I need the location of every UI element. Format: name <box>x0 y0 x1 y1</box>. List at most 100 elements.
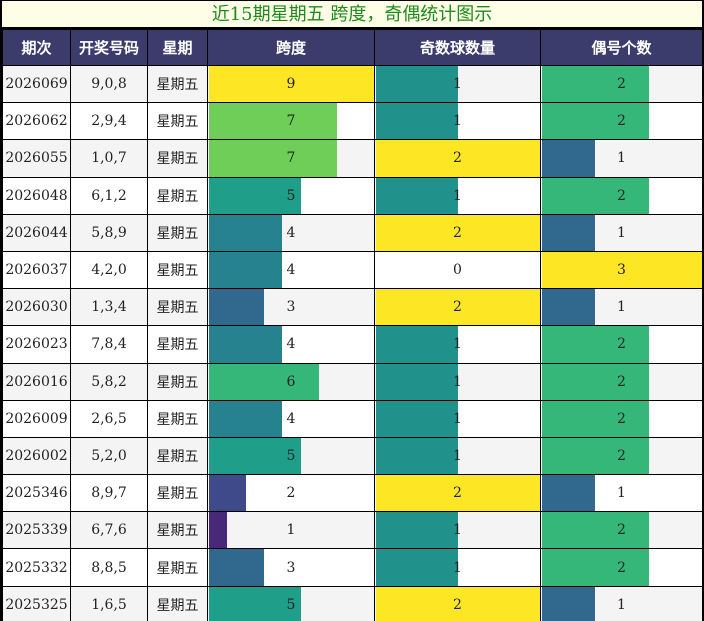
bar-value: 2 <box>453 596 462 613</box>
even-count-cell: 1 <box>540 474 703 513</box>
numbers-cell: 5,8,2 <box>70 362 148 401</box>
odd-count-cell: 1 <box>374 548 541 587</box>
data-bar <box>376 400 458 437</box>
numbers-cell: 1,0,7 <box>70 139 148 178</box>
weekday-cell: 星期五 <box>147 548 208 587</box>
data-bar <box>542 289 596 326</box>
data-bar <box>376 512 458 549</box>
data-bar <box>542 586 596 621</box>
span-cell: 5 <box>207 585 375 621</box>
odd-count-cell: 1 <box>374 399 541 438</box>
weekday-cell: 星期五 <box>147 399 208 438</box>
data-bar <box>542 66 649 103</box>
bar-value: 2 <box>617 113 626 130</box>
issue-cell: 2026048 <box>2 176 71 215</box>
span-cell: 7 <box>207 102 375 141</box>
table-row: 2026048 6,1,2 星期五 5 1 2 <box>2 176 703 215</box>
bar-value: 4 <box>286 336 296 353</box>
header-row: 期次 开奖号码 星期 跨度 奇数球数量 偶号个数 <box>2 29 703 66</box>
weekday-cell: 星期五 <box>147 325 208 364</box>
odd-count-cell: 1 <box>374 176 541 215</box>
issue-cell: 2026069 <box>2 64 71 104</box>
data-bar <box>542 512 649 549</box>
numbers-cell: 4,2,0 <box>70 250 148 290</box>
odd-count-cell: 1 <box>374 325 541 364</box>
odd-count-cell: 0 <box>374 250 541 290</box>
bar-value: 3 <box>286 559 296 576</box>
odd-count-cell: 1 <box>374 436 541 476</box>
bar-value: 3 <box>617 262 626 279</box>
header-numbers: 开奖号码 <box>70 29 148 66</box>
even-count-cell: 1 <box>540 213 703 252</box>
numbers-cell: 7,8,4 <box>70 325 148 364</box>
even-count-cell: 2 <box>540 64 703 104</box>
issue-cell: 2025332 <box>2 548 71 587</box>
numbers-cell: 1,6,5 <box>70 585 148 621</box>
numbers-cell: 6,7,6 <box>70 511 148 550</box>
weekday-cell: 星期五 <box>147 511 208 550</box>
data-bar <box>209 549 264 586</box>
issue-cell: 2026002 <box>2 436 71 476</box>
numbers-cell: 2,6,5 <box>70 399 148 438</box>
table-row: 2026030 1,3,4 星期五 3 2 1 <box>2 288 703 327</box>
table-row: 2026069 9,0,8 星期五 9 1 2 <box>2 64 703 104</box>
data-bar <box>209 437 301 475</box>
bar-value: 7 <box>286 113 296 130</box>
odd-count-cell: 2 <box>374 288 541 327</box>
bar-value: 5 <box>286 187 296 204</box>
data-bar <box>209 586 301 621</box>
bar-value: 1 <box>617 224 626 241</box>
table-row: 2025346 8,9,7 星期五 2 2 1 <box>2 474 703 513</box>
issue-cell: 2025325 <box>2 585 71 621</box>
data-bar <box>376 586 540 621</box>
issue-cell: 2026009 <box>2 399 71 438</box>
data-bar <box>542 214 596 251</box>
even-count-cell: 2 <box>540 511 703 550</box>
bar-value: 4 <box>286 410 296 427</box>
table-row: 2025339 6,7,6 星期五 1 1 2 <box>2 511 703 550</box>
table-row: 2025332 8,8,5 星期五 3 1 2 <box>2 548 703 587</box>
numbers-cell: 2,9,4 <box>70 102 148 141</box>
bar-value: 4 <box>286 262 296 279</box>
bar-value: 2 <box>453 150 462 167</box>
bar-value: 2 <box>617 187 626 204</box>
header-span: 跨度 <box>207 29 375 66</box>
odd-count-cell: 2 <box>374 585 541 621</box>
bar-value: 1 <box>617 596 626 613</box>
issue-cell: 2026044 <box>2 213 71 252</box>
bar-value: 7 <box>286 150 296 167</box>
bar-value: 1 <box>453 373 462 390</box>
numbers-cell: 1,3,4 <box>70 288 148 327</box>
issue-cell: 2025346 <box>2 474 71 513</box>
bar-value: 2 <box>617 76 626 93</box>
data-bar <box>376 140 540 177</box>
bar-value: 4 <box>286 224 296 241</box>
bar-value: 2 <box>453 224 462 241</box>
weekday-cell: 星期五 <box>147 288 208 327</box>
even-count-cell: 2 <box>540 325 703 364</box>
bar-value: 2 <box>617 336 626 353</box>
data-bar <box>542 251 702 289</box>
span-cell: 2 <box>207 474 375 513</box>
data-bar <box>376 177 458 214</box>
odd-count-cell: 1 <box>374 511 541 550</box>
table-row: 2025325 1,6,5 星期五 5 2 1 <box>2 585 703 621</box>
numbers-cell: 5,2,0 <box>70 436 148 476</box>
weekday-cell: 星期五 <box>147 474 208 513</box>
bar-value: 2 <box>617 373 626 390</box>
even-count-cell: 2 <box>540 362 703 401</box>
even-count-cell: 2 <box>540 436 703 476</box>
bar-value: 3 <box>286 299 296 316</box>
issue-cell: 2026037 <box>2 250 71 290</box>
table-row: 2026023 7,8,4 星期五 4 1 2 <box>2 325 703 364</box>
data-bar <box>376 326 458 363</box>
span-cell: 4 <box>207 325 375 364</box>
span-cell: 3 <box>207 548 375 587</box>
weekday-cell: 星期五 <box>147 102 208 141</box>
odd-count-cell: 2 <box>374 213 541 252</box>
numbers-cell: 6,1,2 <box>70 176 148 215</box>
data-bar <box>376 214 540 251</box>
table-row: 2026044 5,8,9 星期五 4 2 1 <box>2 213 703 252</box>
data-bar <box>376 289 540 326</box>
weekday-cell: 星期五 <box>147 585 208 621</box>
